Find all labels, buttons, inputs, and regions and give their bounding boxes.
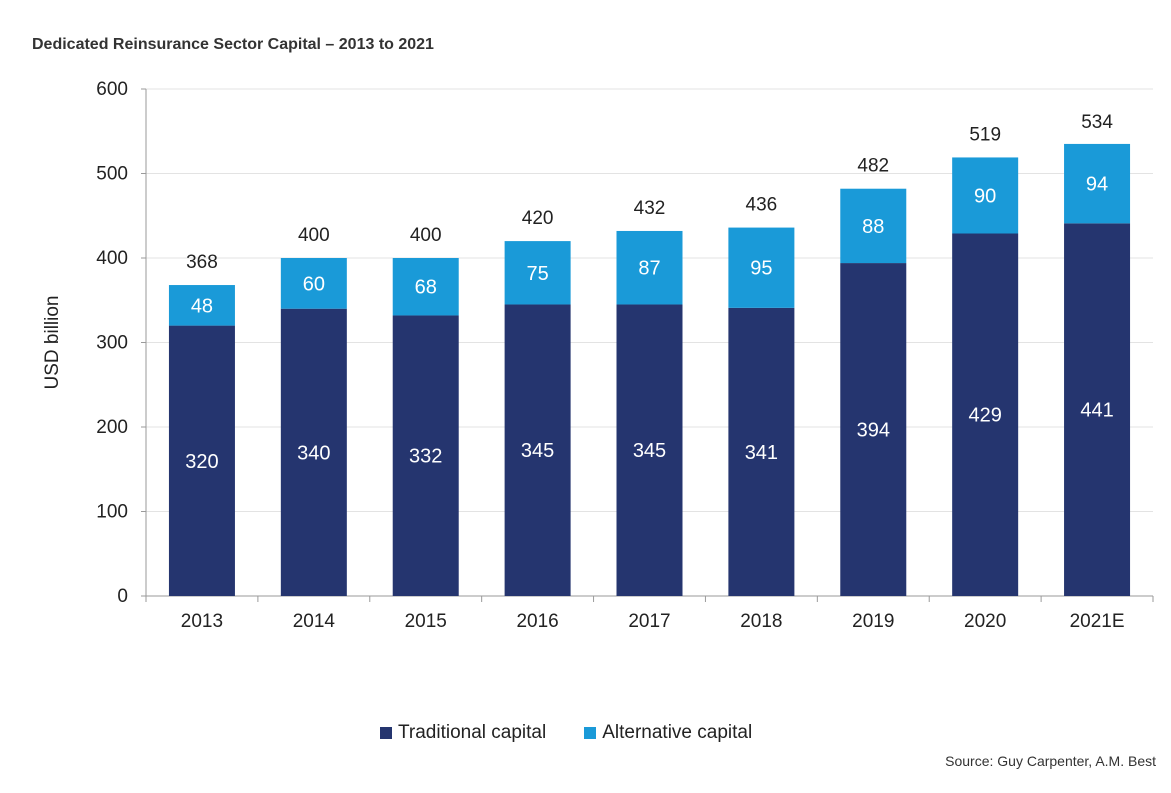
- bar-alternative: [952, 157, 1019, 234]
- bar-alternative: [840, 188, 907, 264]
- data-label-traditional: 345: [521, 440, 554, 462]
- y-axis-label: USD billion: [42, 296, 63, 390]
- bar-alternative: [728, 227, 795, 308]
- chart-title: Dedicated Reinsurance Sector Capital – 2…: [32, 36, 434, 53]
- data-label-alternative: 88: [862, 216, 884, 238]
- x-tick-label: 2013: [181, 611, 223, 632]
- legend-item-traditional: Traditional capital: [380, 722, 546, 744]
- bar-alternative: [168, 285, 235, 326]
- bar-traditional: [504, 304, 571, 596]
- bar-alternative: [616, 230, 683, 305]
- legend: Traditional capital Alternative capital: [380, 722, 790, 744]
- legend-label-alternative: Alternative capital: [602, 722, 753, 743]
- chart-plot: 0 100 200 300 400 500 600 USD billion 320 48 368 20…: [42, 79, 1154, 632]
- y-tick-label: 100: [96, 502, 128, 523]
- data-label-traditional: 341: [745, 442, 778, 464]
- bar-alternative: [504, 241, 571, 305]
- legend-swatch-alternative: [584, 727, 597, 739]
- x-tick-label: 2014: [293, 611, 336, 632]
- data-label-total: 400: [410, 225, 442, 246]
- data-label-total: 519: [969, 124, 1001, 145]
- x-tick-label: 2018: [740, 611, 782, 632]
- y-tick-label: 200: [96, 417, 128, 438]
- x-tick-label: 2017: [628, 611, 670, 632]
- legend-label-traditional: Traditional capital: [398, 722, 547, 743]
- data-label-total: 436: [746, 195, 778, 216]
- data-label-total: 420: [522, 208, 554, 229]
- data-label-traditional: 394: [857, 420, 890, 442]
- data-label-alternative: 48: [191, 295, 213, 317]
- bar-traditional: [952, 233, 1019, 596]
- data-label-traditional: 320: [185, 451, 218, 473]
- y-tick-label: 400: [96, 248, 128, 269]
- bar-traditional: [392, 315, 459, 596]
- data-label-total: 482: [857, 156, 889, 177]
- x-tick-label: 2021E: [1070, 611, 1125, 632]
- data-label-traditional: 345: [633, 440, 666, 462]
- data-label-alternative: 68: [415, 277, 437, 299]
- data-label-total: 368: [186, 252, 218, 273]
- y-tick-label: 500: [96, 164, 128, 185]
- data-label-alternative: 75: [526, 263, 548, 285]
- data-label-traditional: 429: [968, 405, 1001, 427]
- bar-traditional: [280, 308, 347, 596]
- data-label-alternative: 94: [1086, 174, 1108, 196]
- data-label-total: 534: [1081, 112, 1113, 133]
- bar-traditional: [168, 325, 235, 596]
- legend-swatch-traditional: [380, 727, 392, 739]
- bar-alternative: [392, 258, 459, 316]
- bar-traditional: [1064, 223, 1131, 597]
- data-label-total: 400: [298, 225, 330, 246]
- data-label-total: 432: [634, 198, 666, 219]
- x-tick-label: 2016: [516, 611, 558, 632]
- data-label-traditional: 441: [1080, 400, 1113, 422]
- y-tick-label: 300: [96, 333, 128, 354]
- bar-alternative: [280, 258, 347, 309]
- x-tick-label: 2015: [405, 611, 447, 632]
- data-label-alternative: 87: [638, 258, 660, 280]
- y-tick-label: 600: [96, 79, 128, 100]
- bar-alternative: [1064, 143, 1131, 224]
- x-tick-label: 2020: [964, 611, 1006, 632]
- data-label-alternative: 90: [974, 185, 996, 207]
- x-tick-label: 2019: [852, 611, 894, 632]
- data-label-traditional: 340: [297, 442, 330, 464]
- legend-item-alternative: Alternative capital: [584, 722, 752, 744]
- source-note: Source: Guy Carpenter, A.M. Best: [945, 753, 1156, 769]
- y-tick-label: 0: [117, 586, 128, 607]
- bar-traditional: [840, 263, 907, 596]
- data-label-alternative: 95: [750, 258, 772, 280]
- data-label-traditional: 332: [409, 446, 442, 468]
- data-label-alternative: 60: [303, 273, 325, 295]
- bar-traditional: [728, 307, 795, 596]
- bar-traditional: [616, 304, 683, 596]
